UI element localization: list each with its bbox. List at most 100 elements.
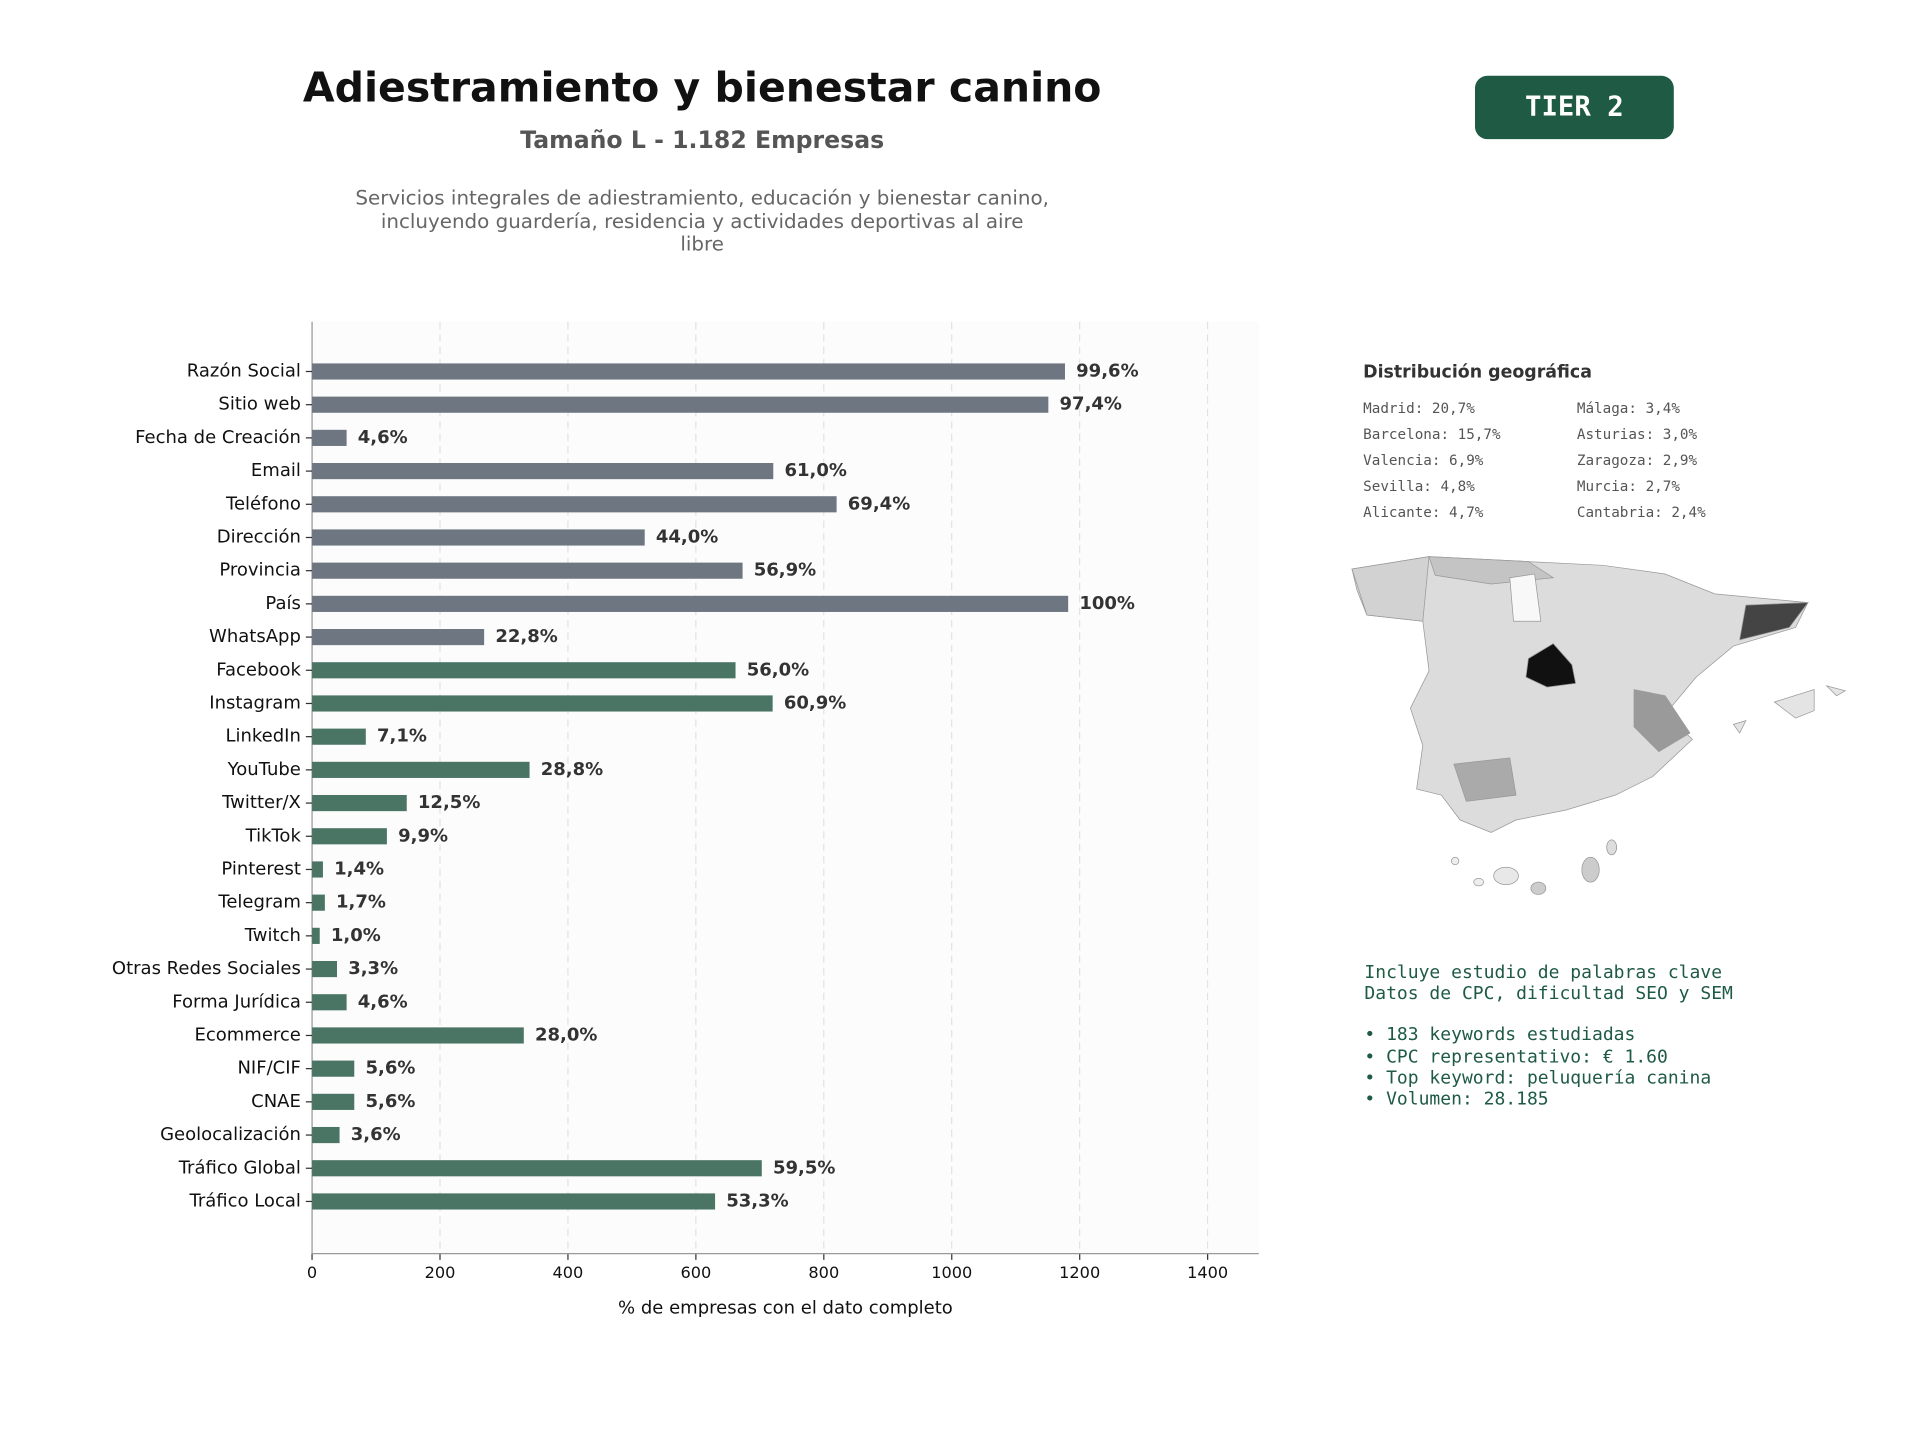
x-tick-label: 400 xyxy=(553,1263,584,1282)
title: Adiestramiento y bienestar canino xyxy=(303,64,1102,112)
value-label: 3,6% xyxy=(351,1124,401,1145)
region xyxy=(1739,602,1809,641)
island xyxy=(1530,881,1547,895)
value-label: 1,4% xyxy=(334,858,384,879)
bar xyxy=(312,363,1065,380)
y-tick-label: Telegram xyxy=(217,892,300,913)
region xyxy=(1509,573,1542,622)
value-label: 69,4% xyxy=(848,493,910,514)
geo-item: Málaga: 3,4% xyxy=(1577,401,1680,417)
geo-item: Zaragoza: 2,9% xyxy=(1577,453,1698,469)
badge-label: TIER 2 xyxy=(1525,92,1624,123)
y-tick-label: YouTube xyxy=(227,759,301,780)
value-label: 97,4% xyxy=(1060,394,1122,415)
subtitle: Tamaño L - 1.182 Empresas xyxy=(520,126,884,154)
island xyxy=(1606,839,1618,856)
region xyxy=(1633,689,1691,753)
y-tick-label: TikTok xyxy=(245,825,302,846)
region xyxy=(1351,556,1430,622)
bar xyxy=(312,1060,355,1077)
value-label: 1,7% xyxy=(336,892,386,913)
x-axis-label: % de empresas con el dato completo xyxy=(618,1297,953,1318)
x-tick-label: 1000 xyxy=(931,1263,972,1282)
bar xyxy=(312,794,407,812)
value-label: 4,6% xyxy=(358,427,408,448)
info-line: • CPC representativo: € 1.60 xyxy=(1364,1046,1667,1067)
y-tick-label: Otras Redes Sociales xyxy=(112,958,301,979)
geo-item: Barcelona: 15,7% xyxy=(1363,427,1501,443)
geo-item: Sevilla: 4,8% xyxy=(1363,479,1475,495)
bar xyxy=(312,529,645,546)
geo-item: Alicante: 4,7% xyxy=(1363,505,1484,521)
info-line: • 183 keywords estudiadas xyxy=(1364,1024,1635,1045)
description: libre xyxy=(680,232,724,255)
y-tick-label: Twitter/X xyxy=(221,792,301,813)
y-tick-label: Provincia xyxy=(219,560,301,581)
geo-item: Valencia: 6,9% xyxy=(1363,453,1484,469)
x-tick-label: 800 xyxy=(808,1263,839,1282)
value-label: 53,3% xyxy=(726,1190,788,1211)
value-label: 22,8% xyxy=(495,626,557,647)
bar xyxy=(312,662,736,679)
region xyxy=(1453,757,1517,802)
y-tick-label: Dirección xyxy=(217,526,301,547)
island xyxy=(1473,878,1485,887)
value-label: 60,9% xyxy=(784,692,846,713)
x-tick-label: 0 xyxy=(307,1263,317,1282)
bar xyxy=(312,429,347,446)
y-tick-label: LinkedIn xyxy=(225,726,300,747)
y-tick-label: Facebook xyxy=(216,659,301,680)
value-label: 4,6% xyxy=(358,991,408,1012)
y-tick-label: Pinterest xyxy=(221,858,301,879)
bar xyxy=(312,562,743,579)
value-label: 100% xyxy=(1079,593,1135,614)
value-label: 28,8% xyxy=(541,759,603,780)
badge xyxy=(1474,75,1674,140)
y-tick-label: Sitio web xyxy=(218,394,300,415)
bar xyxy=(312,728,366,745)
bar xyxy=(312,861,323,878)
y-tick-label: NIF/CIF xyxy=(237,1058,300,1079)
y-tick-label: CNAE xyxy=(251,1091,301,1112)
bar xyxy=(312,1193,716,1210)
value-label: 99,6% xyxy=(1076,360,1138,381)
y-tick-label: Tráfico Local xyxy=(188,1190,300,1211)
y-tick-label: Tráfico Global xyxy=(178,1157,301,1178)
bar xyxy=(312,595,1069,612)
y-tick-label: Instagram xyxy=(209,692,301,713)
geo-item: Asturias: 3,0% xyxy=(1577,427,1698,443)
geo-item: Cantabria: 2,4% xyxy=(1577,505,1706,521)
island xyxy=(1773,689,1815,719)
x-tick-label: 600 xyxy=(680,1263,711,1282)
bar xyxy=(312,994,347,1011)
y-tick-label: WhatsApp xyxy=(209,626,301,647)
info-line: Incluye estudio de palabras clave xyxy=(1364,962,1722,983)
y-tick-label: Ecommerce xyxy=(194,1024,300,1045)
y-tick-label: Razón Social xyxy=(187,360,301,381)
bar xyxy=(312,629,485,646)
bar xyxy=(312,1160,762,1177)
value-label: 5,6% xyxy=(365,1091,415,1112)
island xyxy=(1493,866,1519,885)
x-tick-label: 1200 xyxy=(1059,1263,1100,1282)
y-tick-label: Twitch xyxy=(244,925,301,946)
island xyxy=(1451,856,1460,866)
island xyxy=(1732,720,1747,734)
value-label: 5,6% xyxy=(365,1058,415,1079)
value-label: 59,5% xyxy=(773,1157,835,1178)
region xyxy=(1525,643,1577,688)
value-label: 28,0% xyxy=(535,1024,597,1045)
bar xyxy=(312,960,338,978)
geo-item: Madrid: 20,7% xyxy=(1363,401,1475,417)
bar xyxy=(312,927,320,944)
x-tick-label: 1400 xyxy=(1187,1263,1228,1282)
geo-item: Murcia: 2,7% xyxy=(1577,479,1680,495)
bar xyxy=(312,496,837,513)
value-label: 61,0% xyxy=(784,460,846,481)
description: incluyendo guardería, residencia y activ… xyxy=(381,210,1024,233)
value-label: 56,9% xyxy=(754,560,816,581)
bar xyxy=(312,894,325,911)
bar xyxy=(312,695,773,712)
y-tick-label: País xyxy=(265,593,300,614)
